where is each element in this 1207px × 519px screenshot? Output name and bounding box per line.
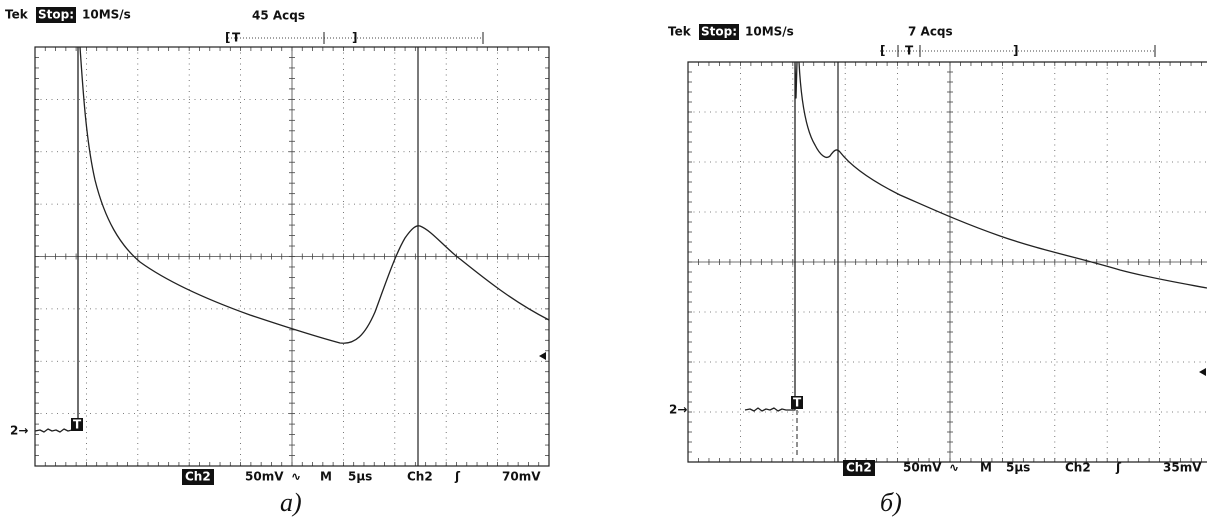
trace	[745, 62, 1207, 411]
graticule	[688, 62, 1207, 462]
record-close: ]	[352, 31, 357, 45]
figure: Tek Stop: 10MS/s 45 Acqs [ T ] 2→ T Ch2 …	[0, 0, 1207, 519]
scope-panel-b: Tek Stop: 10MS/s 7 Acqs [ T ] 2→ T Ch2 5…	[668, 24, 1207, 517]
graticule	[35, 47, 549, 466]
acquisitions: 7 Acqs	[908, 25, 953, 39]
footer-coupling: ∿	[291, 470, 301, 484]
record-open: [	[225, 31, 230, 45]
footer-scale: 50mV	[245, 470, 284, 484]
footer-slope: ʃ	[454, 470, 461, 484]
sample-rate: 10MS/s	[82, 8, 131, 22]
acquisitions: 45 Acqs	[252, 9, 305, 23]
footer-coupling: ∿	[949, 461, 959, 475]
channel-marker: 2→	[669, 403, 687, 417]
caption: а)	[280, 488, 302, 517]
caption: б)	[880, 488, 902, 517]
footer-channel: Ch2	[185, 470, 211, 484]
record-open: [	[880, 44, 885, 58]
footer-slope: ʃ	[1115, 461, 1122, 475]
footer-timebase: 5µs	[1006, 461, 1030, 475]
level-arrow	[539, 352, 546, 360]
record-trigger: T	[905, 44, 914, 58]
record-trigger: T	[232, 31, 241, 45]
footer-mode: M	[980, 461, 992, 475]
footer-timebase: 5µs	[348, 470, 372, 484]
footer-level: 70mV	[502, 470, 541, 484]
footer-level: 35mV	[1163, 461, 1202, 475]
level-arrow	[1199, 368, 1206, 376]
status: Stop:	[701, 25, 737, 39]
footer-source: Ch2	[407, 470, 433, 484]
status: Stop:	[38, 8, 74, 22]
record-close: ]	[1013, 44, 1018, 58]
trigger-marker: T	[73, 418, 82, 432]
footer-channel: Ch2	[846, 461, 872, 475]
footer-source: Ch2	[1065, 461, 1091, 475]
channel-marker: 2→	[10, 424, 28, 438]
trigger-marker: T	[793, 396, 802, 410]
scope-panel-a: Tek Stop: 10MS/s 45 Acqs [ T ] 2→ T Ch2 …	[5, 7, 549, 517]
brand: Tek	[5, 8, 29, 22]
brand: Tek	[668, 25, 692, 39]
footer-scale: 50mV	[903, 461, 942, 475]
footer-mode: M	[320, 470, 332, 484]
sample-rate: 10MS/s	[745, 25, 794, 39]
page: {"panels": [ {"header": {"brand": "Tek",…	[0, 0, 1207, 519]
